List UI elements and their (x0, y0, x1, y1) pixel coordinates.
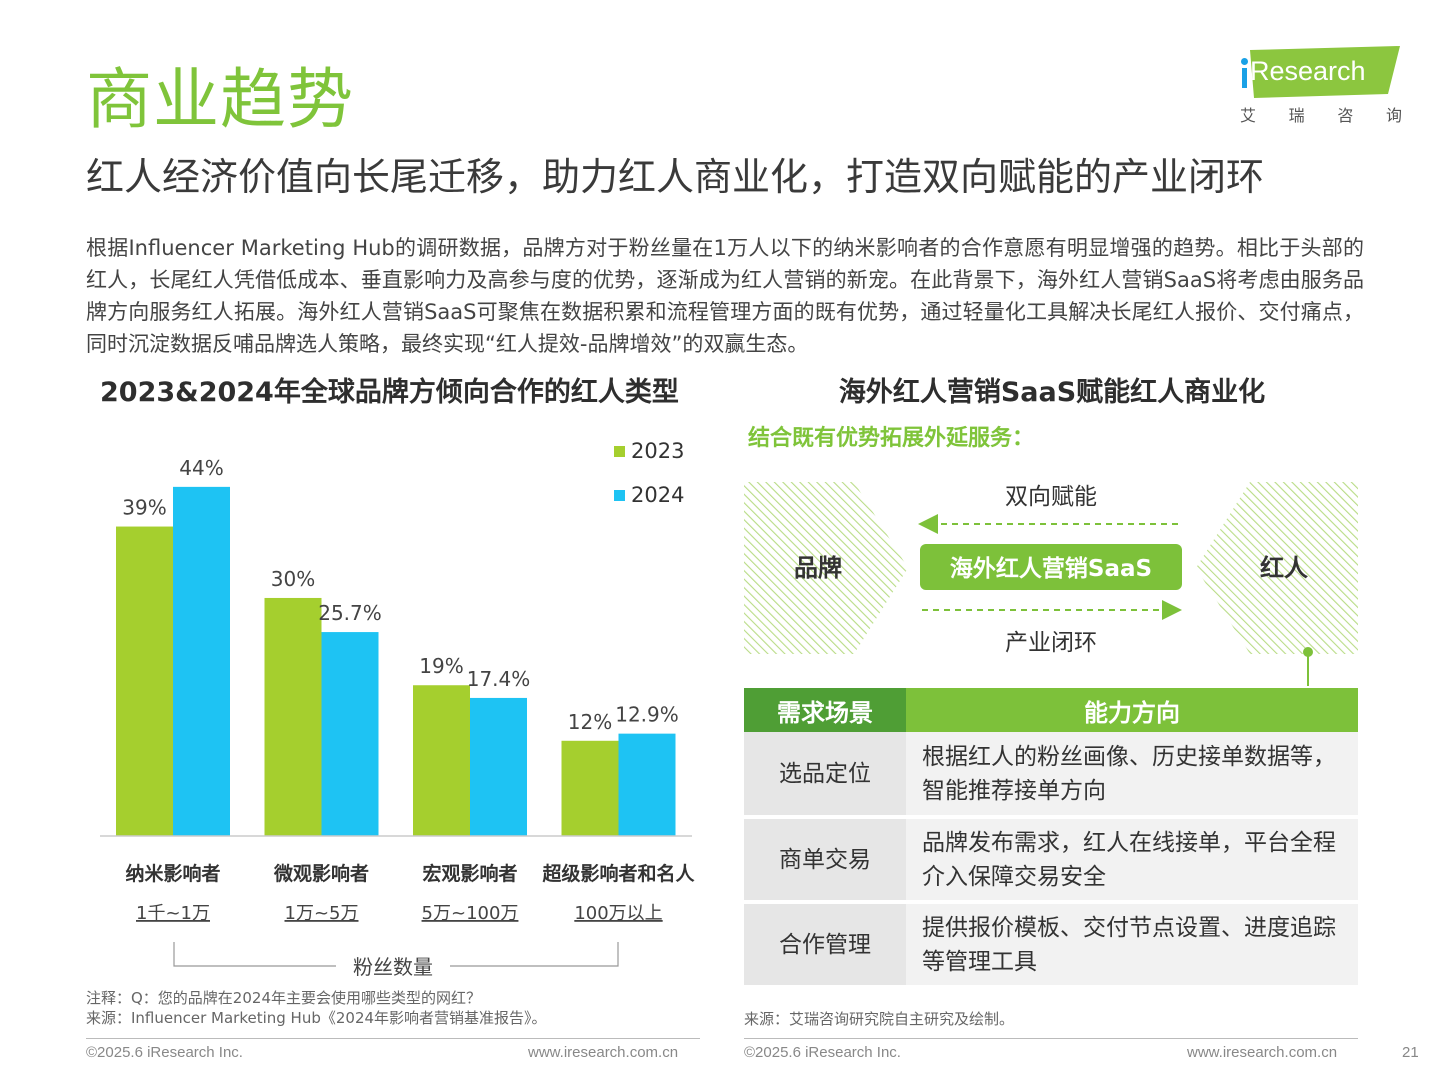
bar-2024 (321, 632, 379, 836)
intro-paragraph: 根据Influencer Marketing Hub的调研数据，品牌方对于粉丝量… (86, 236, 1364, 356)
logo-text: Research (1250, 56, 1366, 86)
bar-2024 (618, 733, 676, 836)
saas-label: 海外红人营销SaaS (950, 555, 1152, 582)
logo-char: 询 (1385, 106, 1402, 125)
scene-cell: 选品定位 (744, 732, 906, 819)
two-way-empower-label: 双向赋能 (1005, 484, 1097, 510)
bar-2023 (561, 740, 619, 836)
logo-char: 瑞 (1288, 106, 1305, 125)
category-range: 1万~5万 (285, 903, 359, 924)
source-left: 来源：Influencer Marketing Hub《2024年影响者营销基准… (86, 1009, 547, 1027)
bar-chart: 39% 44% 纳米影响者 1千~1万 30%25.7% 微观影响者 1万~5万 19%17.… (100, 439, 695, 979)
footer-copyright-right: ©2025.6 iResearch Inc. (744, 1044, 901, 1061)
category-label: 超级影响者和名人 (541, 862, 695, 885)
data-label: 17.4% (467, 667, 531, 691)
bar-2023 (264, 597, 322, 836)
data-label: 19% (419, 654, 463, 678)
data-label: 30% (271, 567, 315, 591)
table-header-row: 需求场景 能力方向 (744, 688, 1358, 732)
note-text: 注释：Q：您的品牌在2024年主要会使用哪些类型的网红？ (86, 989, 481, 1007)
data-label: 12.9% (615, 703, 679, 727)
scene-cell: 合作管理 (744, 902, 906, 989)
bar-2024 (173, 486, 230, 836)
data-label: 12% (568, 710, 612, 734)
x-axis-title: 粉丝数量 (353, 955, 433, 979)
category-label: 宏观影响者 (422, 862, 517, 885)
category-range: 100万以上 (574, 903, 662, 924)
header-ability: 能力方向 (906, 688, 1358, 732)
chart-notes: 注释：Q：您的品牌在2024年主要会使用哪些类型的网红？ 来源：Influenc… (86, 988, 547, 1028)
flow-diagram: 品牌 红人 海外红人营销SaaS 双向赋能 产业闭环 (744, 482, 1358, 686)
influencer-shape (1196, 482, 1358, 654)
data-label: 25.7% (318, 601, 382, 625)
footer-url-left: www.iresearch.com.cn (528, 1044, 679, 1061)
page-number: 21 (1402, 1044, 1419, 1061)
table-row: 合作管理 提供报价模板、交付节点设置、进度追踪等管理工具 (744, 902, 1358, 989)
data-label: 39% (122, 496, 166, 520)
axis-bracket-right (450, 942, 619, 967)
logo-i-stem (1242, 68, 1247, 88)
axis-bracket-left (173, 942, 336, 967)
influencer-label: 红人 (1260, 554, 1308, 582)
category-range: 1千~1万 (136, 903, 210, 924)
scene-cell: 商单交易 (744, 817, 906, 904)
logo-char: 咨 (1337, 106, 1354, 125)
header-scene: 需求场景 (744, 688, 906, 732)
brand-shape (744, 482, 908, 654)
category-label: 微观影响者 (273, 862, 369, 885)
table-row: 选品定位 根据红人的粉丝画像、历史接单数据等，智能推荐接单方向 (744, 732, 1358, 819)
legend-swatch-2024 (614, 490, 625, 501)
legend-swatch-2023 (614, 446, 625, 457)
logo-banner-shape (1250, 46, 1400, 98)
connector-dot (1303, 647, 1313, 657)
footer-url-right: www.iresearch.com.cn (1187, 1044, 1338, 1061)
right-panel-title: 海外红人营销SaaS赋能红人商业化 (838, 377, 1266, 408)
table-row: 商单交易 品牌发布需求，红人在线接单，平台全程介入保障交易安全 (744, 817, 1358, 904)
footer-divider-left (86, 1038, 700, 1039)
subtitle: 红人经济价值向长尾迁移，助力红人商业化，打造双向赋能的产业闭环 (86, 155, 1265, 199)
brand-label: 品牌 (794, 554, 842, 582)
logo-char: 艾 (1240, 106, 1257, 125)
capability-table: 需求场景 能力方向 选品定位 根据红人的粉丝画像、历史接单数据等，智能推荐接单方… (744, 688, 1358, 989)
logo-i-dot (1241, 58, 1248, 65)
bar-2023 (413, 685, 470, 836)
ability-cell: 品牌发布需求，红人在线接单，平台全程介入保障交易安全 (906, 817, 1358, 904)
ability-cell: 提供报价模板、交付节点设置、进度追踪等管理工具 (906, 902, 1358, 989)
bar-2024 (470, 697, 527, 836)
closed-loop-label: 产业闭环 (1005, 630, 1097, 656)
logo-chinese-name: 艾 瑞 咨 询 (1240, 102, 1402, 126)
iresearch-logo: Research 艾 瑞 咨 询 (1238, 44, 1404, 128)
bar-2023 (116, 526, 173, 836)
category-label: 纳米影响者 (125, 862, 220, 885)
legend-label-2024: 2024 (631, 483, 684, 507)
footer-copyright-left: ©2025.6 iResearch Inc. (86, 1044, 243, 1061)
category-range: 5万~100万 (422, 903, 519, 924)
legend-label-2023: 2023 (631, 439, 684, 463)
saas-box (920, 544, 1182, 590)
footer-divider-right (744, 1038, 1358, 1039)
data-label: 44% (179, 456, 223, 480)
page-title: 商业趋势 (86, 61, 354, 138)
right-panel-subheading: 结合既有优势拓展外延服务： (748, 426, 1035, 451)
source-right: 来源：艾瑞咨询研究院自主研究及绘制。 (744, 1010, 1015, 1028)
chart-title: 2023&2024年全球品牌方倾向合作的红人类型 (100, 377, 679, 408)
ability-cell: 根据红人的粉丝画像、历史接单数据等，智能推荐接单方向 (906, 732, 1358, 819)
